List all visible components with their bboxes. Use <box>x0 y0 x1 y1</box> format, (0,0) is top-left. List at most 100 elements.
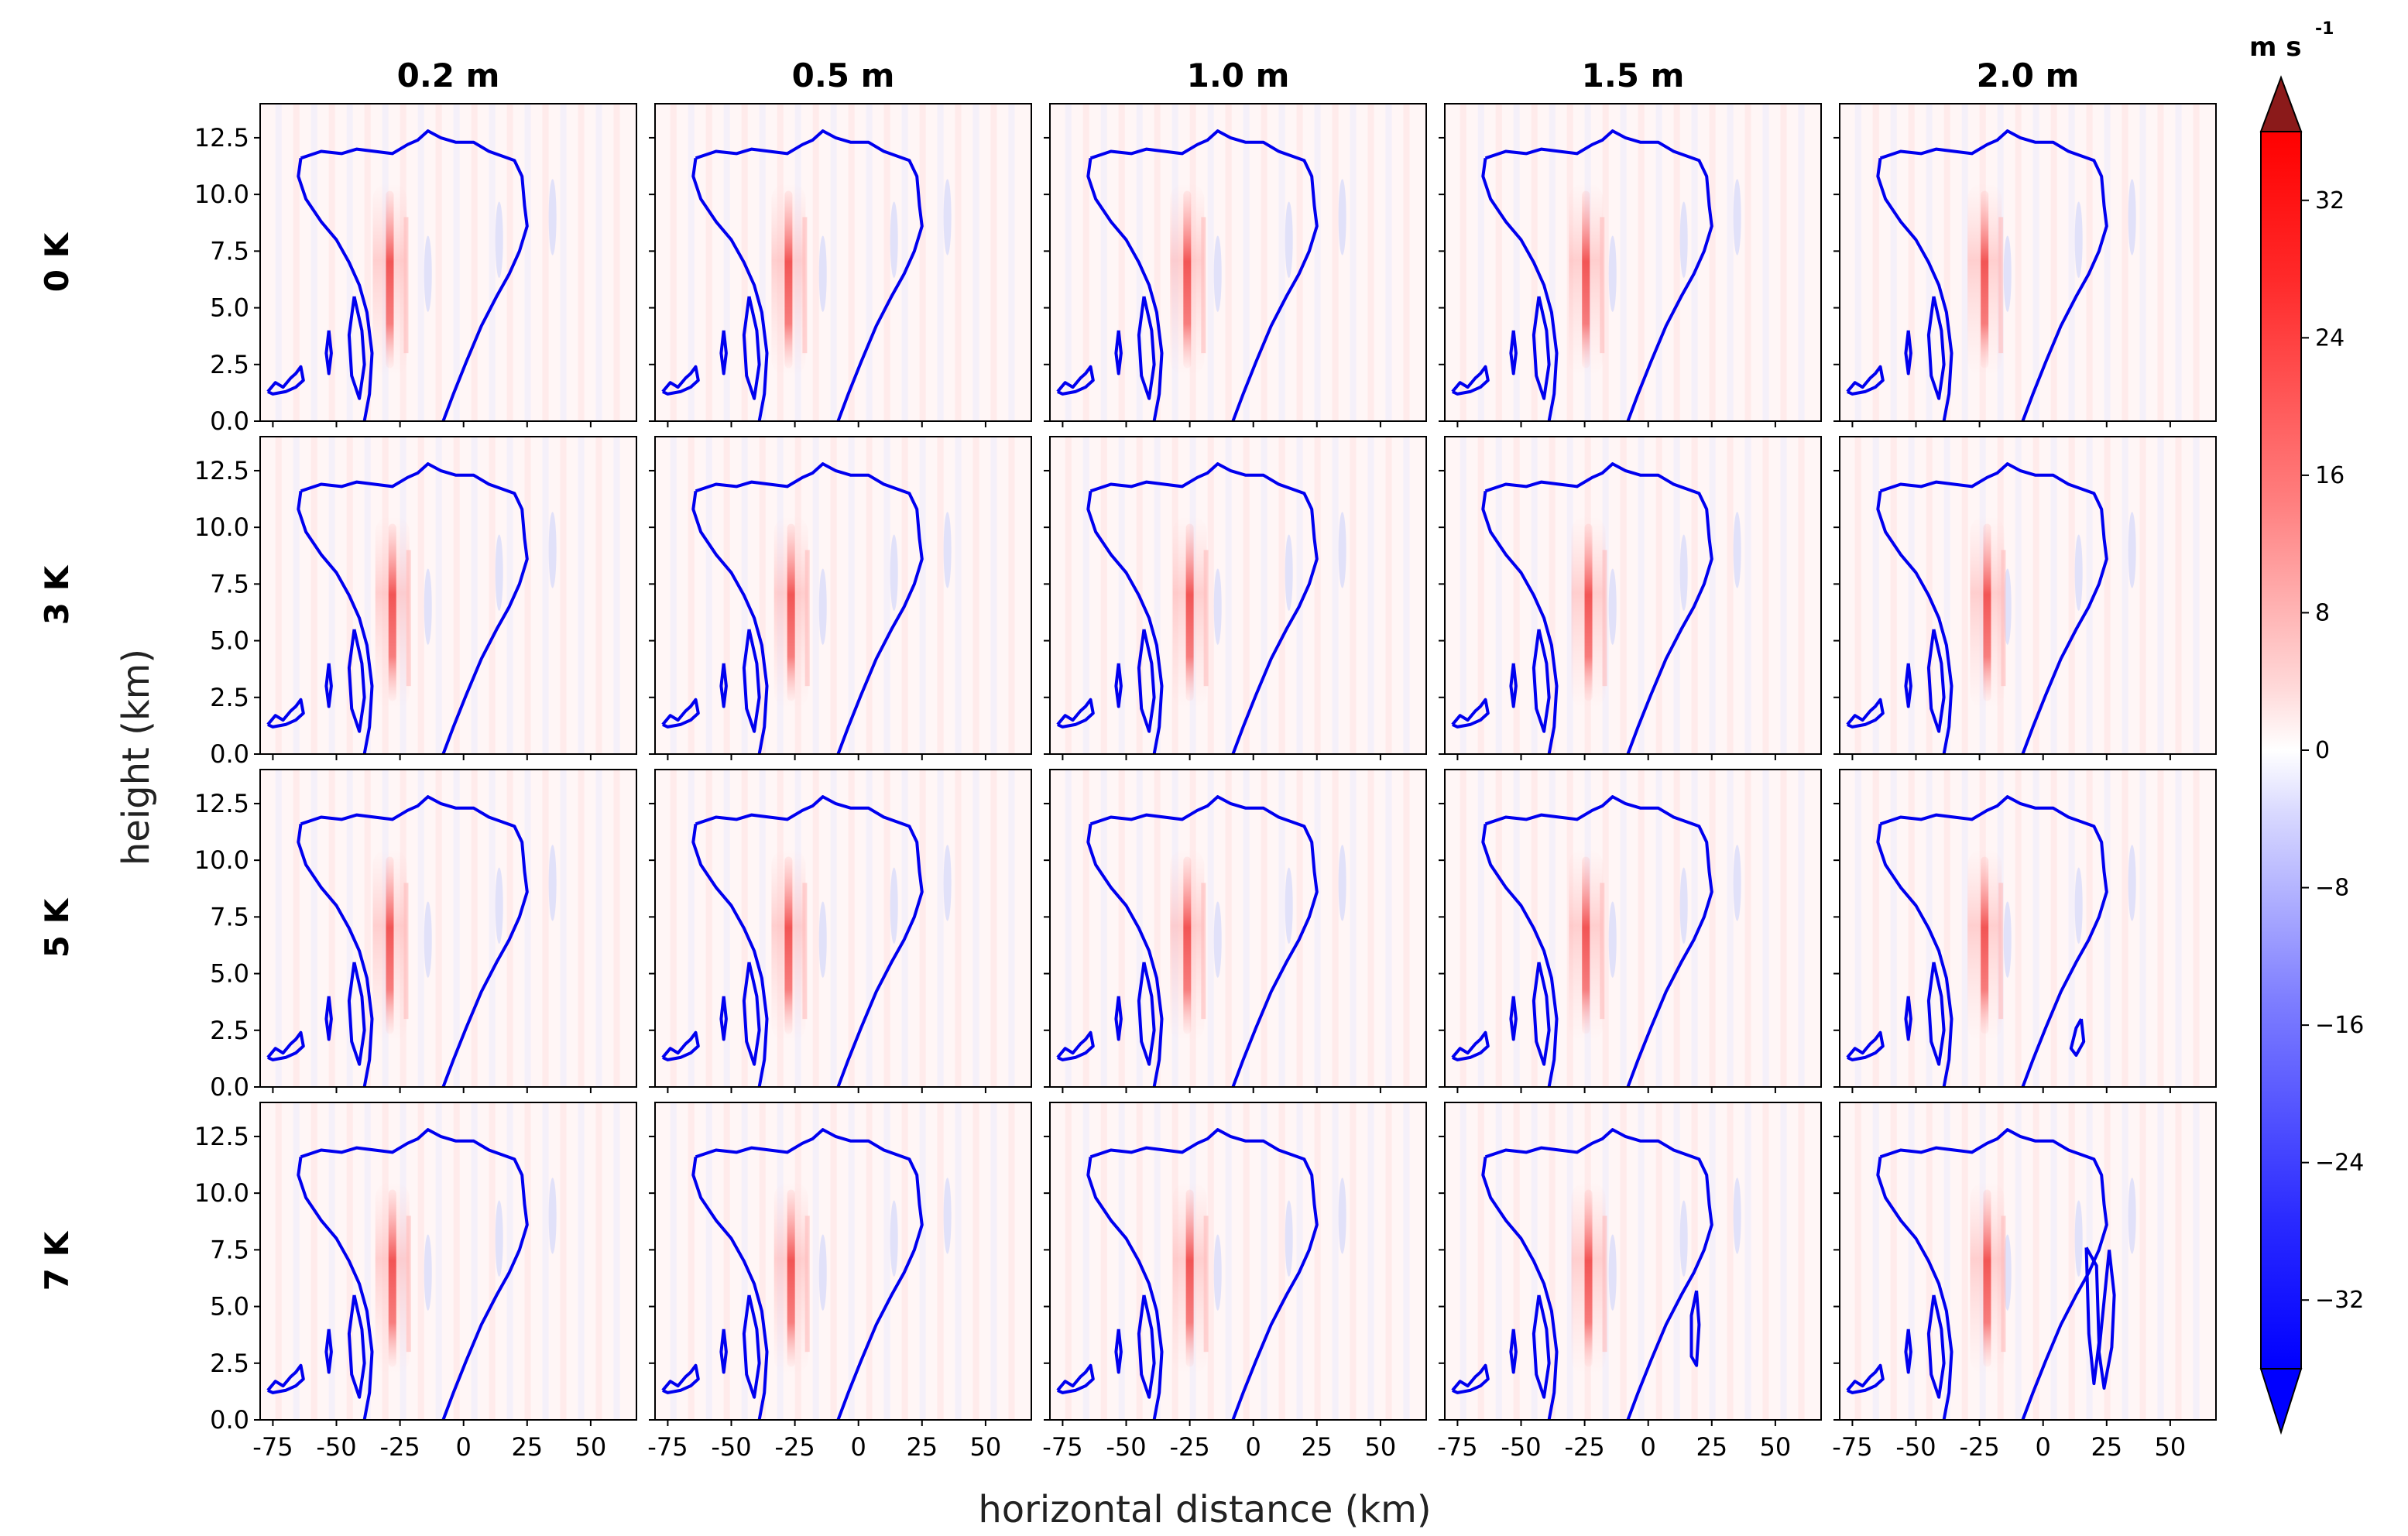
wave-stripe <box>2175 437 2182 754</box>
y-tick-label: 0.0 <box>210 1405 249 1435</box>
wave-stripe <box>310 1102 317 1420</box>
wave-stripe <box>723 104 730 421</box>
w-field <box>1065 1102 1410 1420</box>
wave-stripe <box>955 104 962 421</box>
x-tick-label: -25 <box>1959 1432 1999 1462</box>
wave-stripe <box>1961 1102 1968 1420</box>
wave-stripe <box>901 104 908 421</box>
wave-stripe <box>1207 770 1214 1087</box>
cell-mid-contour <box>719 1329 728 1374</box>
downdraft-blob <box>2003 235 2012 312</box>
wave-stripe <box>2086 104 2093 421</box>
wave-stripe <box>1332 104 1339 421</box>
wave-stripe <box>2193 104 2200 421</box>
cloud-contours <box>1451 462 1713 754</box>
wave-stripe <box>1798 437 1805 754</box>
downdraft-blob <box>2128 1178 2136 1254</box>
wave-stripe <box>972 104 979 421</box>
anvil-left-contour <box>1481 1157 1559 1420</box>
cloud-contours <box>1846 795 2108 1087</box>
surface-cell-contour <box>1846 698 1885 729</box>
wave-stripe <box>1872 770 1879 1087</box>
wave-stripe <box>1655 104 1662 421</box>
wave-stripe <box>1385 437 1392 754</box>
y-axis-label: height (km) <box>115 649 158 866</box>
downdraft-blob <box>1608 901 1617 978</box>
panel-background <box>1445 437 1821 754</box>
wave-stripe <box>506 104 513 421</box>
wave-stripe <box>613 770 620 1087</box>
panel-r1-c2 <box>1044 436 1427 760</box>
cloud-contours <box>661 795 924 1087</box>
wave-stripe <box>866 104 873 421</box>
wave-stripe <box>1655 1102 1662 1420</box>
downdraft-blob <box>890 534 898 611</box>
surface-cell-contour <box>1846 365 1885 396</box>
wave-stripe <box>542 104 549 421</box>
wave-stripe <box>1638 770 1645 1087</box>
wave-stripe <box>293 1102 300 1420</box>
wave-stripe <box>2050 104 2057 421</box>
wave-stripe <box>560 1102 567 1420</box>
wave-stripe <box>1385 770 1392 1087</box>
wave-stripe <box>1943 1102 1950 1420</box>
wave-stripe <box>364 104 371 421</box>
updraft-core <box>1183 190 1192 369</box>
wave-stripe <box>2068 1102 2075 1420</box>
anvil-left-contour <box>1086 158 1164 421</box>
cloud-contours <box>266 462 529 754</box>
downdraft-blob <box>2128 179 2136 255</box>
colorbar-tick-label: 24 <box>2315 324 2345 351</box>
anvil-left-contour <box>691 1157 769 1420</box>
colorbar: m s -1 32 24 16 8 0 −8 −16 −24 −32 <box>2249 19 2364 1435</box>
wave-stripe <box>1225 104 1232 421</box>
wave-stripe <box>883 104 890 421</box>
wave-stripe <box>670 437 677 754</box>
cell-mid-contour <box>1114 330 1123 375</box>
wave-stripe <box>310 437 317 754</box>
wave-stripe <box>578 437 585 754</box>
downdraft-blob <box>943 512 952 588</box>
wave-stripe <box>1314 104 1321 421</box>
wave-stripe <box>506 1102 513 1420</box>
wave-stripe <box>670 1102 677 1420</box>
panel-frame <box>259 103 637 422</box>
wave-stripe <box>901 437 908 754</box>
wave-stripe <box>417 104 424 421</box>
wave-stripe <box>2068 770 2075 1087</box>
wave-stripe <box>759 1102 766 1420</box>
column-title-4: 2.0 m <box>1977 57 2080 94</box>
colorbar-tick-label: −24 <box>2315 1150 2364 1177</box>
wave-stripe <box>1367 104 1374 421</box>
downdraft-blob <box>1733 845 1741 921</box>
wave-stripe <box>705 104 712 421</box>
x-tick-label: 0 <box>2036 1432 2051 1462</box>
cell-contour <box>1926 1294 1946 1399</box>
wave-stripe <box>1296 104 1303 421</box>
anvil-contour <box>1879 462 2108 754</box>
y-tick-label: 12.5 <box>194 123 249 153</box>
wave-stripe <box>489 437 496 754</box>
wave-stripe <box>1065 770 1072 1087</box>
wave-stripe <box>1118 770 1125 1087</box>
panel-background <box>1445 770 1821 1087</box>
updraft-core <box>386 856 394 1034</box>
cell-contour <box>1926 629 1946 733</box>
downdraft-blob <box>1338 179 1346 255</box>
cell-mid-contour <box>324 330 333 375</box>
y-tick-label: 2.5 <box>210 1016 249 1045</box>
wave-stripe <box>435 770 442 1087</box>
updraft-core <box>787 523 795 701</box>
wave-stripe <box>1207 437 1214 754</box>
downdraft-blob <box>1679 1200 1688 1277</box>
surface-cell-contour <box>1451 698 1490 729</box>
wave-stripe <box>310 104 317 421</box>
wave-stripe <box>275 770 282 1087</box>
wave-stripe <box>812 437 819 754</box>
x-axis-label: horizontal distance (km) <box>978 1488 1431 1531</box>
wave-stripe <box>1638 104 1645 421</box>
downdraft-blob <box>1733 179 1741 255</box>
wave-stripe <box>595 1102 602 1420</box>
anvil-left-contour <box>297 1157 374 1420</box>
surface-cell-contour <box>266 698 305 729</box>
